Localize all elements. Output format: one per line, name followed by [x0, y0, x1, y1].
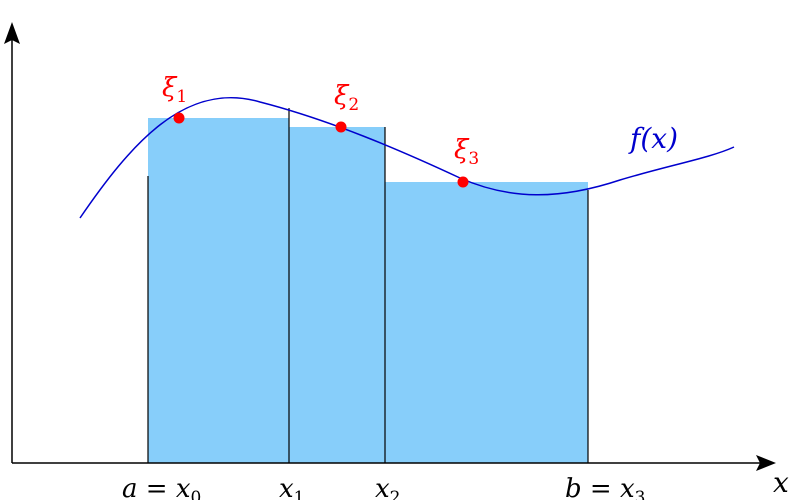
tick-label-x2-var: x — [375, 474, 390, 500]
tick-labels: a = x0 x1 x2 b = x3 — [122, 474, 645, 500]
tick-label-x0-sub: 0 — [191, 488, 202, 500]
sample-point-labels: ξ1 ξ2 ξ3 — [162, 73, 479, 169]
label-xi3-sub: 3 — [468, 149, 479, 169]
y-axis-arrowhead — [4, 22, 20, 44]
label-xi1: ξ1 — [162, 73, 187, 107]
tick-label-x3: b = x3 — [565, 474, 645, 500]
tick-label-x1-sub: 1 — [294, 488, 305, 500]
tick-label-x3-sub: 3 — [635, 488, 646, 500]
label-xi1-var: ξ — [162, 73, 178, 103]
sample-point-xi2 — [335, 121, 347, 133]
rectangle-3 — [385, 182, 588, 463]
tick-label-x0-var: x — [176, 474, 191, 500]
tick-label-x0: a = x0 — [122, 474, 201, 500]
riemann-rectangles — [148, 118, 588, 463]
sample-points — [173, 112, 469, 188]
sample-point-xi1 — [173, 112, 185, 124]
sample-point-xi3 — [457, 176, 469, 188]
tick-label-x1: x1 — [279, 474, 305, 500]
tick-label-x0-lhs: a = — [122, 474, 176, 500]
x-axis-arrowhead — [756, 455, 776, 471]
tick-label-x1-var: x — [279, 474, 294, 500]
rectangle-1 — [148, 118, 289, 463]
label-xi2: ξ2 — [334, 81, 359, 115]
tick-label-x2: x2 — [375, 474, 401, 500]
tick-label-x2-sub: 2 — [390, 488, 401, 500]
tick-label-x3-var: x — [620, 474, 635, 500]
label-xi2-sub: 2 — [348, 95, 359, 115]
partition-lines — [147, 108, 589, 463]
rectangle-2 — [289, 127, 385, 463]
axes — [4, 22, 776, 471]
x-axis-label: x — [773, 466, 789, 499]
label-xi3-var: ξ — [454, 135, 470, 165]
function-label: f(x) — [628, 122, 678, 155]
label-xi1-sub: 1 — [176, 87, 187, 107]
label-xi2-var: ξ — [334, 81, 350, 111]
label-xi3: ξ3 — [454, 135, 479, 169]
tick-label-x3-lhs: b = — [565, 474, 620, 500]
